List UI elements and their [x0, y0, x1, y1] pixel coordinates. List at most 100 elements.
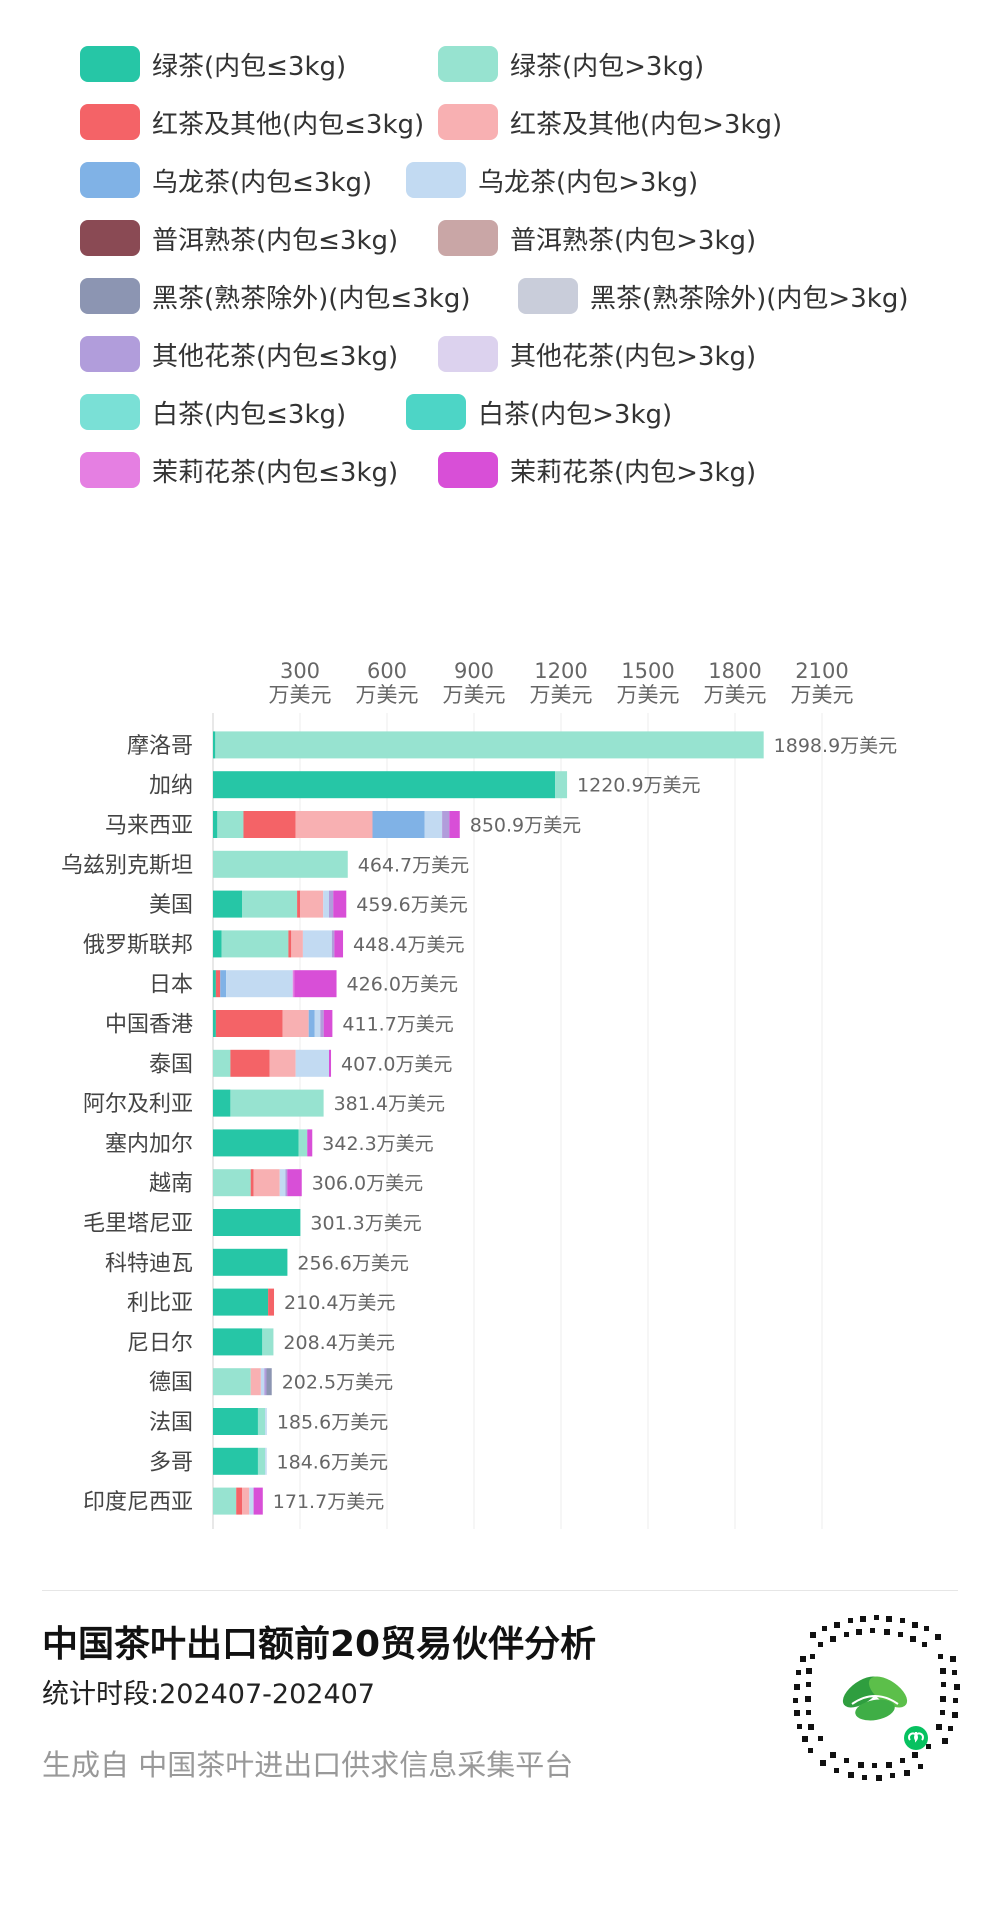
value-number: 184.6	[277, 1451, 331, 1473]
bar-segment	[333, 890, 347, 918]
bar-segment	[213, 850, 348, 878]
legend-item[interactable]: 黑茶(熟茶除外)(内包>3kg)	[518, 276, 908, 316]
legend-item[interactable]: 乌龙茶(内包≤3kg)	[80, 160, 372, 200]
value-number: 256.6	[297, 1252, 351, 1274]
value-number: 1220.9	[577, 775, 643, 797]
legend-item[interactable]: 绿茶(内包≤3kg)	[80, 44, 346, 84]
bar-segment	[260, 1368, 265, 1396]
legend-item[interactable]: 黑茶(熟茶除外)(内包≤3kg)	[80, 276, 470, 316]
bar-segment	[213, 1408, 258, 1435]
bar-segment	[213, 1487, 237, 1515]
bar-segment	[213, 1010, 216, 1037]
bar-segment	[269, 1049, 296, 1077]
value-label: 426.0万美元	[347, 974, 458, 996]
category-label: 毛里塔尼亚	[83, 1212, 193, 1237]
bar-segment	[236, 1487, 242, 1515]
category-label: 马来西亚	[105, 814, 193, 839]
value-label: 208.4万美元	[283, 1332, 394, 1354]
value-unit: 万美元	[331, 1412, 388, 1434]
legend-swatch	[438, 46, 498, 82]
bar-segment	[226, 970, 293, 998]
x-tick-label: 600	[367, 659, 407, 683]
bar-segment	[253, 1169, 280, 1197]
bar-segment	[217, 811, 244, 838]
legend-item[interactable]: 白茶(内包>3kg)	[406, 392, 672, 432]
category-label: 日本	[149, 973, 193, 998]
value-unit: 万美元	[338, 1332, 395, 1354]
value-number: 459.6	[356, 894, 410, 916]
bar-segment	[266, 1368, 272, 1396]
bar-segment	[314, 1010, 321, 1037]
value-number: 407.0	[341, 1053, 395, 1075]
legend-item[interactable]: 茉莉花茶(内包>3kg)	[438, 450, 756, 490]
legend-item[interactable]: 其他花茶(内包>3kg)	[438, 334, 756, 374]
value-label: 850.9万美元	[470, 815, 581, 837]
legend-item[interactable]: 普洱熟茶(内包>3kg)	[438, 218, 756, 258]
bar-segment	[213, 731, 216, 759]
legend-row: 其他花茶(内包≤3kg) 其他花茶(内包>3kg)	[80, 334, 980, 392]
value-unit: 万美元	[331, 1451, 388, 1473]
legend-row: 黑茶(熟茶除外)(内包≤3kg) 黑茶(熟茶除外)(内包>3kg)	[80, 276, 980, 334]
x-tick-label: 900	[454, 659, 494, 683]
value-label: 342.3万美元	[322, 1133, 433, 1155]
value-unit: 万美元	[377, 1133, 434, 1155]
bar-segment	[215, 731, 764, 759]
value-label: 459.6万美元	[356, 894, 467, 916]
value-number: 306.0	[312, 1173, 366, 1195]
legend-item[interactable]: 红茶及其他(内包>3kg)	[438, 102, 782, 142]
legend-item[interactable]: 茉莉花茶(内包≤3kg)	[80, 450, 398, 490]
x-tick-unit: 万美元	[791, 683, 854, 707]
mini-program-qr-code[interactable]	[790, 1612, 960, 1782]
bar-segment	[213, 1209, 301, 1236]
legend-label: 红茶及其他(内包>3kg)	[510, 109, 783, 140]
bar-segment	[249, 1487, 254, 1515]
bar-segment	[250, 1169, 254, 1197]
value-label: 1898.9万美元	[774, 735, 898, 757]
legend-item[interactable]: 绿茶(内包>3kg)	[438, 44, 704, 84]
value-label: 407.0万美元	[341, 1053, 452, 1075]
value-unit: 万美元	[524, 815, 581, 837]
bar-segment	[215, 1010, 283, 1037]
category-label: 尼日尔	[127, 1331, 193, 1356]
value-unit: 万美元	[366, 1173, 423, 1195]
legend-row: 红茶及其他(内包≤3kg) 红茶及其他(内包>3kg)	[80, 102, 980, 160]
value-unit: 万美元	[397, 1014, 454, 1036]
bar-segment	[250, 1368, 261, 1396]
legend-item[interactable]: 其他花茶(内包≤3kg)	[80, 334, 398, 374]
legend-swatch	[80, 220, 140, 256]
bar-segment	[213, 930, 222, 958]
bar-segment	[297, 890, 300, 918]
bar-segment	[265, 1408, 267, 1435]
bar-segment	[291, 930, 303, 958]
footer-title: 中国茶叶出口额前20贸易伙伴分析	[42, 1624, 597, 1665]
legend-item[interactable]: 普洱熟茶(内包≤3kg)	[80, 218, 398, 258]
x-tick-unit: 万美元	[269, 683, 332, 707]
legend-label: 茉莉花茶(内包≤3kg)	[152, 457, 399, 488]
value-number: 210.4	[284, 1292, 338, 1314]
category-label: 美国	[149, 893, 193, 918]
bar-segment	[372, 811, 425, 838]
value-number: 448.4	[353, 934, 407, 956]
bar-segment	[334, 930, 344, 958]
bar-segment	[285, 1169, 288, 1197]
legend-item[interactable]: 乌龙茶(内包>3kg)	[406, 160, 698, 200]
bar-segment	[323, 1010, 333, 1037]
legend-swatch	[438, 104, 498, 140]
legend-item[interactable]: 红茶及其他(内包≤3kg)	[80, 102, 424, 142]
legend-row: 乌龙茶(内包≤3kg) 乌龙茶(内包>3kg)	[80, 160, 980, 218]
bar-segment	[213, 1169, 251, 1197]
legend-label: 乌龙茶(内包>3kg)	[478, 167, 699, 198]
legend-row: 绿茶(内包≤3kg) 绿茶(内包>3kg)	[80, 44, 980, 102]
x-tick-unit: 万美元	[356, 683, 419, 707]
category-label: 乌兹别克斯坦	[61, 853, 193, 878]
legend-label: 普洱熟茶(内包≤3kg)	[152, 225, 399, 256]
value-number: 208.4	[283, 1332, 337, 1354]
bar-segment	[230, 1089, 324, 1117]
legend-swatch	[438, 220, 498, 256]
bar-segment	[242, 890, 298, 918]
legend-item[interactable]: 白茶(内包≤3kg)	[80, 392, 346, 432]
category-label: 利比亚	[127, 1291, 193, 1316]
legend-swatch	[80, 336, 140, 372]
legend-swatch	[80, 278, 140, 314]
x-tick-label: 1200	[534, 659, 587, 683]
